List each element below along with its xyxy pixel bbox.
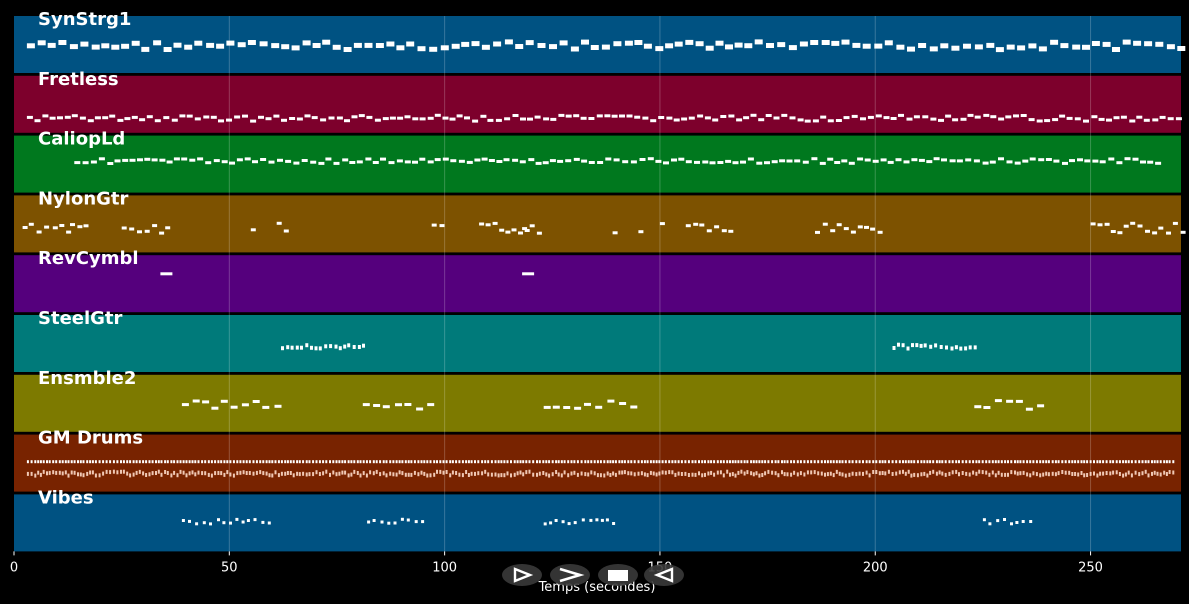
track-lane	[14, 195, 1181, 253]
tick-label: 200	[863, 560, 888, 575]
track-notes	[74, 157, 1162, 165]
track-synstrg1[interactable]: SynStrg1	[14, 9, 1186, 73]
fast-forward-icon[interactable]	[550, 564, 590, 586]
track-label: SynStrg1	[38, 9, 131, 30]
play-icon[interactable]	[502, 564, 542, 586]
track-label: Vibes	[38, 487, 94, 508]
track-lane	[14, 255, 1181, 313]
track-lane	[14, 374, 1181, 432]
transport-controls	[502, 564, 684, 586]
time-grid	[228, 16, 1092, 552]
track-notes	[281, 342, 977, 351]
track-ensmble2[interactable]: Ensmble2	[14, 368, 1181, 432]
track-lane	[14, 16, 1181, 73]
track-vibes[interactable]: Vibes	[14, 487, 1181, 552]
track-lane	[14, 135, 1181, 193]
track-notes	[26, 460, 1175, 478]
track-label: Ensmble2	[38, 368, 136, 389]
track-lane	[14, 315, 1181, 372]
track-notes	[181, 399, 1045, 411]
track-lane	[14, 494, 1181, 552]
track-label: CaliopLd	[38, 129, 125, 150]
track-notes	[181, 517, 1033, 526]
track-steelgtr[interactable]: SteelGtr	[14, 308, 1181, 372]
track-nylongtr[interactable]: NylonGtr	[14, 188, 1186, 253]
track-caliopld[interactable]: CaliopLd	[14, 129, 1181, 193]
tick-label: 250	[1078, 560, 1103, 575]
tick-label: 50	[221, 560, 238, 575]
track-gm-drums[interactable]: GM Drums	[14, 428, 1181, 492]
track-label: Fretless	[38, 69, 119, 90]
track-label: NylonGtr	[38, 188, 129, 209]
track-notes	[26, 113, 1182, 123]
tick-label: 100	[432, 560, 457, 575]
tick-label: 0	[10, 560, 18, 575]
track-revcymbl[interactable]: RevCymbl	[14, 248, 1181, 313]
track-notes	[26, 39, 1186, 53]
track-label: SteelGtr	[38, 308, 123, 329]
track-label: GM Drums	[38, 428, 143, 449]
rewind-icon[interactable]	[644, 564, 684, 586]
track-label: RevCymbl	[38, 248, 139, 269]
track-notes	[22, 221, 1186, 235]
track-lane	[14, 75, 1181, 133]
stop-icon[interactable]	[598, 564, 638, 586]
track-fretless[interactable]: Fretless	[14, 69, 1182, 133]
track-notes	[160, 272, 535, 276]
tracks-area: SynStrg1 Fretless CaliopLd NylonGtr RevCymbl…	[14, 9, 1186, 552]
